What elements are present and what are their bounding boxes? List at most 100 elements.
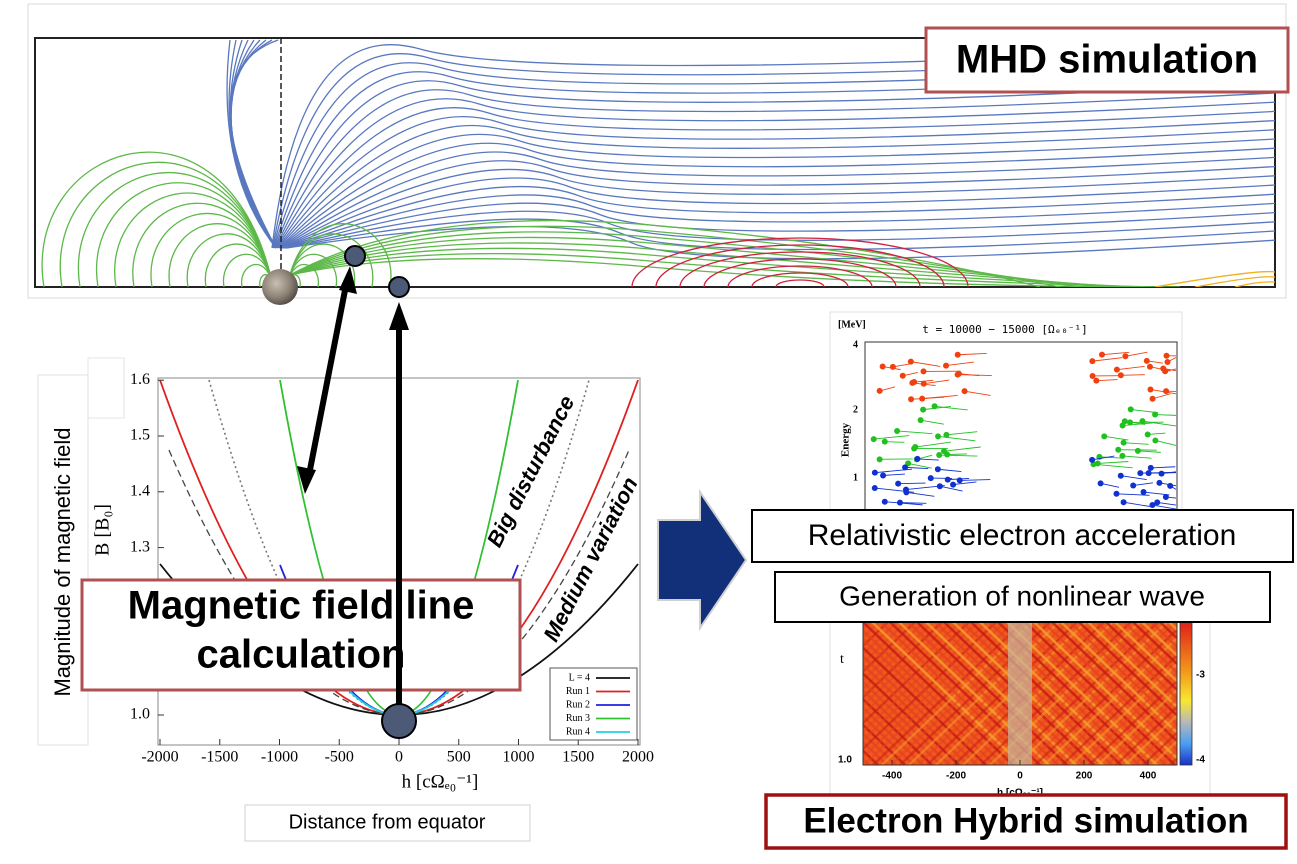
legend-label: Run 4 bbox=[566, 726, 590, 737]
trail bbox=[883, 473, 905, 476]
particle bbox=[1089, 372, 1096, 379]
field-line bbox=[41, 151, 273, 287]
stripe bbox=[1124, 713, 1177, 765]
label-box bbox=[924, 26, 1290, 94]
x-title: Distance from equator bbox=[289, 811, 486, 833]
x-tick-label: 0 bbox=[1017, 771, 1023, 782]
x-tick-label: -2000 bbox=[141, 749, 178, 766]
particle bbox=[1152, 411, 1159, 418]
trail bbox=[874, 468, 912, 474]
particle bbox=[920, 406, 927, 413]
stripe bbox=[863, 622, 898, 657]
hybrid-label: Electron Hybrid simulation bbox=[803, 801, 1248, 840]
particle bbox=[956, 477, 963, 484]
ticks: -400 -200 0 200 400 bbox=[882, 760, 1157, 782]
legend-label: L = 4 bbox=[569, 672, 590, 683]
planet bbox=[262, 269, 298, 305]
field-line bbox=[274, 89, 1275, 249]
y-tick-label: 1.4 bbox=[130, 482, 150, 499]
label-box bbox=[764, 793, 1288, 850]
arrow bbox=[305, 279, 350, 481]
legend bbox=[549, 667, 638, 741]
field-line bbox=[289, 252, 1161, 287]
trail bbox=[1150, 466, 1176, 469]
particle bbox=[943, 362, 950, 369]
field-line bbox=[655, 244, 945, 287]
particle bbox=[881, 438, 888, 445]
particle bbox=[927, 475, 934, 482]
particle bbox=[876, 456, 883, 463]
wave-map bbox=[692, 622, 1297, 765]
stripe bbox=[692, 622, 842, 765]
field-line bbox=[277, 115, 1275, 249]
particle bbox=[881, 498, 888, 505]
trail bbox=[1099, 456, 1124, 459]
x-tick-label: -500 bbox=[325, 749, 354, 766]
particle bbox=[871, 485, 878, 492]
trail bbox=[1123, 442, 1149, 445]
particle bbox=[1120, 499, 1127, 506]
particle bbox=[943, 431, 950, 438]
particle bbox=[950, 481, 957, 488]
trail bbox=[1100, 482, 1120, 488]
mhd-label: MHD simulation bbox=[956, 38, 1258, 82]
trail bbox=[958, 373, 980, 377]
particle bbox=[1127, 419, 1134, 426]
trail bbox=[1137, 450, 1161, 453]
blank-box bbox=[87, 357, 125, 419]
y-tick-label: 1 bbox=[853, 472, 858, 483]
particle bbox=[1149, 395, 1156, 402]
trail bbox=[1120, 475, 1147, 481]
result: Relativistic electron acceleration bbox=[808, 519, 1237, 552]
particle bbox=[1113, 490, 1120, 497]
particle bbox=[880, 472, 887, 479]
y-label: Energy bbox=[840, 422, 852, 457]
trail bbox=[892, 363, 913, 368]
stripe bbox=[1051, 622, 1177, 743]
particle bbox=[961, 388, 968, 395]
trail bbox=[917, 458, 939, 461]
legend-entries: L = 4 Run 1 Run 2 Run 3 Run 4 bbox=[566, 672, 630, 737]
result-box bbox=[751, 509, 1294, 563]
particle bbox=[1140, 489, 1147, 496]
stripe bbox=[1114, 622, 1177, 683]
colorbar-tick: -3 bbox=[1196, 670, 1205, 681]
field-line bbox=[289, 242, 1121, 287]
trail bbox=[1092, 357, 1123, 362]
unit: [MeV] bbox=[838, 319, 866, 330]
trail bbox=[939, 485, 963, 492]
x-label: h [cΩₑ₀⁻¹] bbox=[402, 771, 479, 792]
y-tick-label: 1.6 bbox=[130, 371, 150, 388]
plot-title: t = 10000 − 15000 [Ωₑ₀⁻¹] bbox=[922, 323, 1088, 336]
particle bbox=[1149, 502, 1156, 509]
particle bbox=[1119, 422, 1126, 429]
field-line bbox=[727, 265, 873, 287]
legend-label: Run 3 bbox=[566, 713, 590, 724]
field-line bbox=[276, 107, 1275, 249]
stripe bbox=[1141, 622, 1177, 658]
particle bbox=[955, 370, 962, 377]
trail bbox=[947, 453, 968, 455]
particle bbox=[1097, 480, 1104, 487]
center-band bbox=[1008, 622, 1032, 765]
particle bbox=[1101, 433, 1108, 440]
arrow-head bbox=[389, 302, 409, 330]
stripe bbox=[1105, 622, 1177, 692]
field-line bbox=[751, 272, 849, 287]
x-tick-label: -200 bbox=[946, 771, 966, 782]
trail bbox=[899, 502, 927, 504]
field-line bbox=[289, 231, 1081, 287]
trail bbox=[943, 446, 981, 452]
particle bbox=[889, 363, 896, 370]
x-tick-label: 1000 bbox=[503, 749, 535, 766]
stripe bbox=[1133, 722, 1177, 765]
stripe bbox=[1214, 622, 1297, 765]
particle bbox=[1162, 494, 1169, 501]
trail bbox=[906, 491, 935, 497]
trail bbox=[953, 481, 977, 486]
trail bbox=[873, 435, 910, 440]
stripe bbox=[1215, 622, 1297, 765]
field-line bbox=[204, 243, 273, 287]
trail bbox=[884, 441, 905, 443]
trail bbox=[915, 441, 952, 448]
